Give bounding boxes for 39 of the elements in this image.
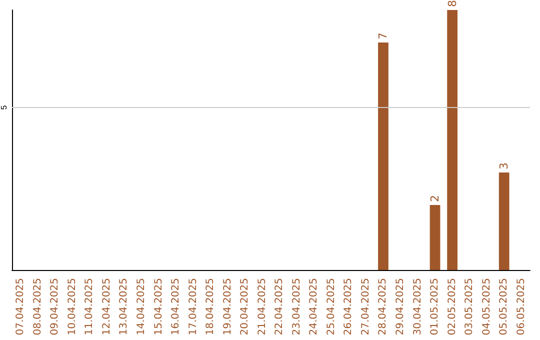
x-tick-label: 04.05.2025 — [481, 278, 492, 336]
x-tick-label: 03.05.2025 — [464, 278, 476, 336]
x-tick-label: 05.05.2025 — [498, 278, 510, 336]
x-tick-label: 08.04.2025 — [32, 278, 44, 336]
bar — [430, 205, 440, 270]
bar — [498, 172, 510, 270]
x-tick-label: 16.04.2025 — [170, 278, 182, 336]
x-tick-label: 02.05.2025 — [446, 278, 458, 336]
x-tick-label: 24.04.2025 — [308, 278, 320, 336]
x-tick-label: 27.04.2025 — [360, 278, 372, 336]
x-tick-label: 29.04.2025 — [395, 278, 406, 336]
data-label: 2 — [428, 195, 442, 202]
x-tick-label: 13.04.2025 — [118, 278, 130, 336]
x-tick-label: 25.04.2025 — [326, 278, 337, 336]
x-tick-label: 18.04.2025 — [205, 278, 216, 336]
x-tick-label: 17.04.2025 — [188, 278, 199, 336]
x-tick-label: 07.04.2025 — [15, 278, 26, 336]
x-tick-label: 23.04.2025 — [291, 278, 302, 336]
x-tick-label: 01.05.2025 — [430, 278, 441, 336]
data-label: 7 — [376, 32, 390, 40]
x-tick-label: 30.04.2025 — [412, 278, 424, 336]
y-tick-label: 5 — [0, 104, 8, 110]
bar — [447, 10, 458, 270]
x-tick-label: 26.04.2025 — [343, 278, 354, 336]
data-label: 8 — [446, 0, 459, 7]
x-tick-label: 10.04.2025 — [66, 278, 78, 336]
x-tick-label: 11.04.2025 — [84, 278, 96, 336]
x-tick-label: 15.04.2025 — [153, 278, 164, 336]
x-tick-label: 19.04.2025 — [222, 278, 234, 336]
x-tick-label: 09.04.2025 — [50, 278, 61, 336]
x-tick-label: 21.04.2025 — [256, 278, 268, 336]
x-tick-label: 28.04.2025 — [378, 278, 389, 336]
x-tick-label: 06.05.2025 — [516, 278, 527, 336]
x-tick-label: 14.04.2025 — [136, 278, 147, 336]
x-tick-label: 20.04.2025 — [240, 278, 251, 336]
bar — [378, 42, 388, 270]
x-tick-label: 22.04.2025 — [274, 278, 286, 336]
data-label: 3 — [498, 162, 511, 170]
x-tick-label: 12.04.2025 — [101, 278, 112, 336]
